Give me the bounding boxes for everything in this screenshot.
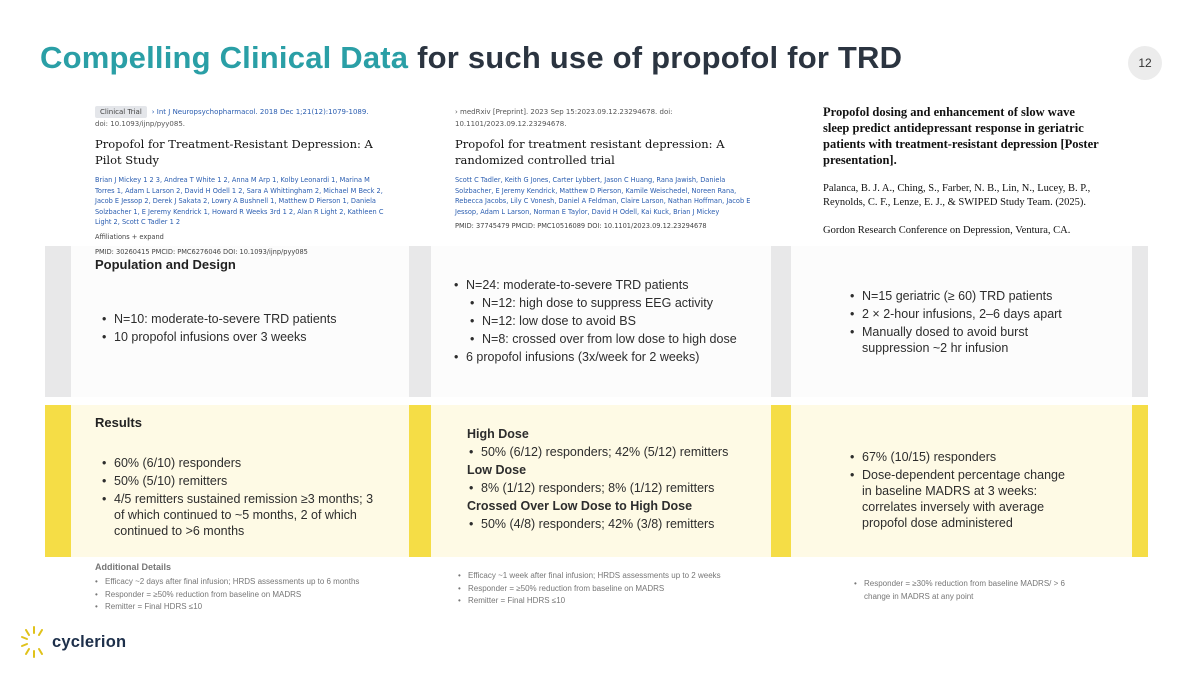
high-dose-heading: High Dose: [467, 427, 529, 441]
list-item: N=12: low dose to avoid BS: [468, 313, 762, 329]
list-item: Efficacy ~2 days after final infusion; H…: [95, 576, 395, 589]
title-accent: Compelling Clinical Data: [40, 40, 409, 75]
preprint-line[interactable]: › medRxiv [Preprint]. 2023 Sep 15:2023.0…: [455, 108, 673, 128]
list-item: 50% (6/12) responders; 42% (5/12) remitt…: [467, 444, 757, 460]
venue-3: Gordon Research Conference on Depression…: [823, 225, 1071, 236]
journal-link[interactable]: › Int J Neuropsychopharmacol. 2018 Dec 1…: [151, 108, 369, 116]
population-list-1: N=10: moderate-to-severe TRD patients 10…: [100, 311, 380, 347]
cyclerion-logo: cyclerion: [20, 625, 126, 659]
list-item: N=15 geriatric (≥ 60) TRD patients: [848, 288, 1073, 304]
list-item: Responder = ≥50% reduction from baseline…: [95, 589, 395, 602]
clinical-trial-tag: Clinical Trial: [95, 106, 147, 118]
paper-title-1: Propofol for Treatment-Resistant Depress…: [95, 137, 373, 167]
page-number-badge: 12: [1128, 46, 1162, 80]
page-title: Compelling Clinical Data for such use of…: [40, 40, 902, 76]
citation-3: Propofol dosing and enhancement of slow …: [791, 92, 1132, 247]
list-item: 6 propofol infusions (3x/week for 2 week…: [452, 349, 762, 365]
additional-list-2: Efficacy ~1 week after final infusion; H…: [458, 570, 758, 608]
ids-1: PMID: 30260415 PMCID: PMC6276046 DOI: 10…: [95, 247, 308, 256]
results-list-3: 67% (10/15) responders Dose-dependent pe…: [848, 449, 1078, 533]
list-item: N=8: crossed over from low dose to high …: [468, 331, 762, 347]
list-item: 60% (6/10) responders: [100, 455, 385, 471]
additional-details-heading: Additional Details: [95, 562, 172, 572]
citation-2: › medRxiv [Preprint]. 2023 Sep 15:2023.0…: [431, 92, 771, 247]
list-item: 2 × 2-hour infusions, 2–6 days apart: [848, 306, 1073, 322]
list-item: N=10: moderate-to-severe TRD patients: [100, 311, 380, 327]
population-list-3: N=15 geriatric (≥ 60) TRD patients 2 × 2…: [848, 288, 1073, 358]
logo-wordmark: cyclerion: [52, 632, 127, 651]
list-item: 50% (5/10) remitters: [100, 473, 385, 489]
paper-title-2: Propofol for treatment resistant depress…: [455, 137, 725, 167]
list-item: Manually dosed to avoid burst suppressio…: [848, 324, 1073, 356]
results-heading: Results: [95, 415, 142, 430]
list-item: N=12: high dose to suppress EEG activity: [468, 295, 762, 311]
citation-1: Clinical Trial › Int J Neuropsychopharmac…: [71, 92, 409, 247]
list-item: Efficacy ~1 week after final infusion; H…: [458, 570, 758, 583]
authors-1[interactable]: Brian J Mickey 1 2 3, Andrea T White 1 2…: [95, 176, 384, 226]
low-dose-heading: Low Dose: [467, 463, 527, 477]
population-list-2: N=24: moderate-to-severe TRD patients N=…: [452, 277, 762, 367]
additional-list-1: Efficacy ~2 days after final infusion; H…: [95, 576, 395, 614]
results-list-2: High Dose 50% (6/12) responders; 42% (5/…: [467, 426, 757, 534]
list-item: 50% (4/8) responders; 42% (3/8) remitter…: [467, 516, 757, 532]
list-item: Responder = ≥50% reduction from baseline…: [458, 583, 758, 596]
results-list-1: 60% (6/10) responders 50% (5/10) remitte…: [100, 455, 385, 541]
list-item: 4/5 remitters sustained remission ≥3 mon…: [100, 491, 385, 539]
list-item: 10 propofol infusions over 3 weeks: [100, 329, 380, 345]
affiliations-expand[interactable]: Affiliations + expand: [95, 232, 164, 241]
crossover-heading: Crossed Over Low Dose to High Dose: [467, 499, 693, 513]
list-item: 67% (10/15) responders: [848, 449, 1078, 465]
list-item: Dose-dependent percentage change in base…: [848, 467, 1078, 531]
cyclerion-mark-icon: [21, 626, 43, 658]
doi-line: doi: 10.1093/ijnp/pyy085.: [95, 120, 186, 128]
list-item: Remitter = Final HDRS ≤10: [458, 595, 758, 608]
study-card-1: Clinical Trial › Int J Neuropsychopharmac…: [71, 92, 409, 625]
additional-list-3: Responder = ≥30% reduction from baseline…: [854, 578, 1079, 603]
title-rest: for such use of propofol for TRD: [417, 40, 903, 75]
list-item: N=24: moderate-to-severe TRD patients: [452, 277, 762, 293]
list-item: 8% (1/12) responders; 8% (1/12) remitter…: [467, 480, 757, 496]
list-item: Remitter = Final HDRS ≤10: [95, 601, 395, 614]
authors-2[interactable]: Scott C Tadler, Keith G Jones, Carter Ly…: [455, 176, 751, 216]
population-heading: Population and Design: [95, 257, 236, 272]
paper-title-3: Propofol dosing and enhancement of slow …: [823, 105, 1099, 167]
list-item: Responder = ≥30% reduction from baseline…: [854, 578, 1079, 603]
ids-2: PMID: 37745479 PMCID: PMC10516089 DOI: 1…: [455, 222, 707, 230]
authors-3: Palanca, B. J. A., Ching, S., Farber, N.…: [823, 183, 1091, 208]
study-card-3: Propofol dosing and enhancement of slow …: [791, 92, 1132, 625]
